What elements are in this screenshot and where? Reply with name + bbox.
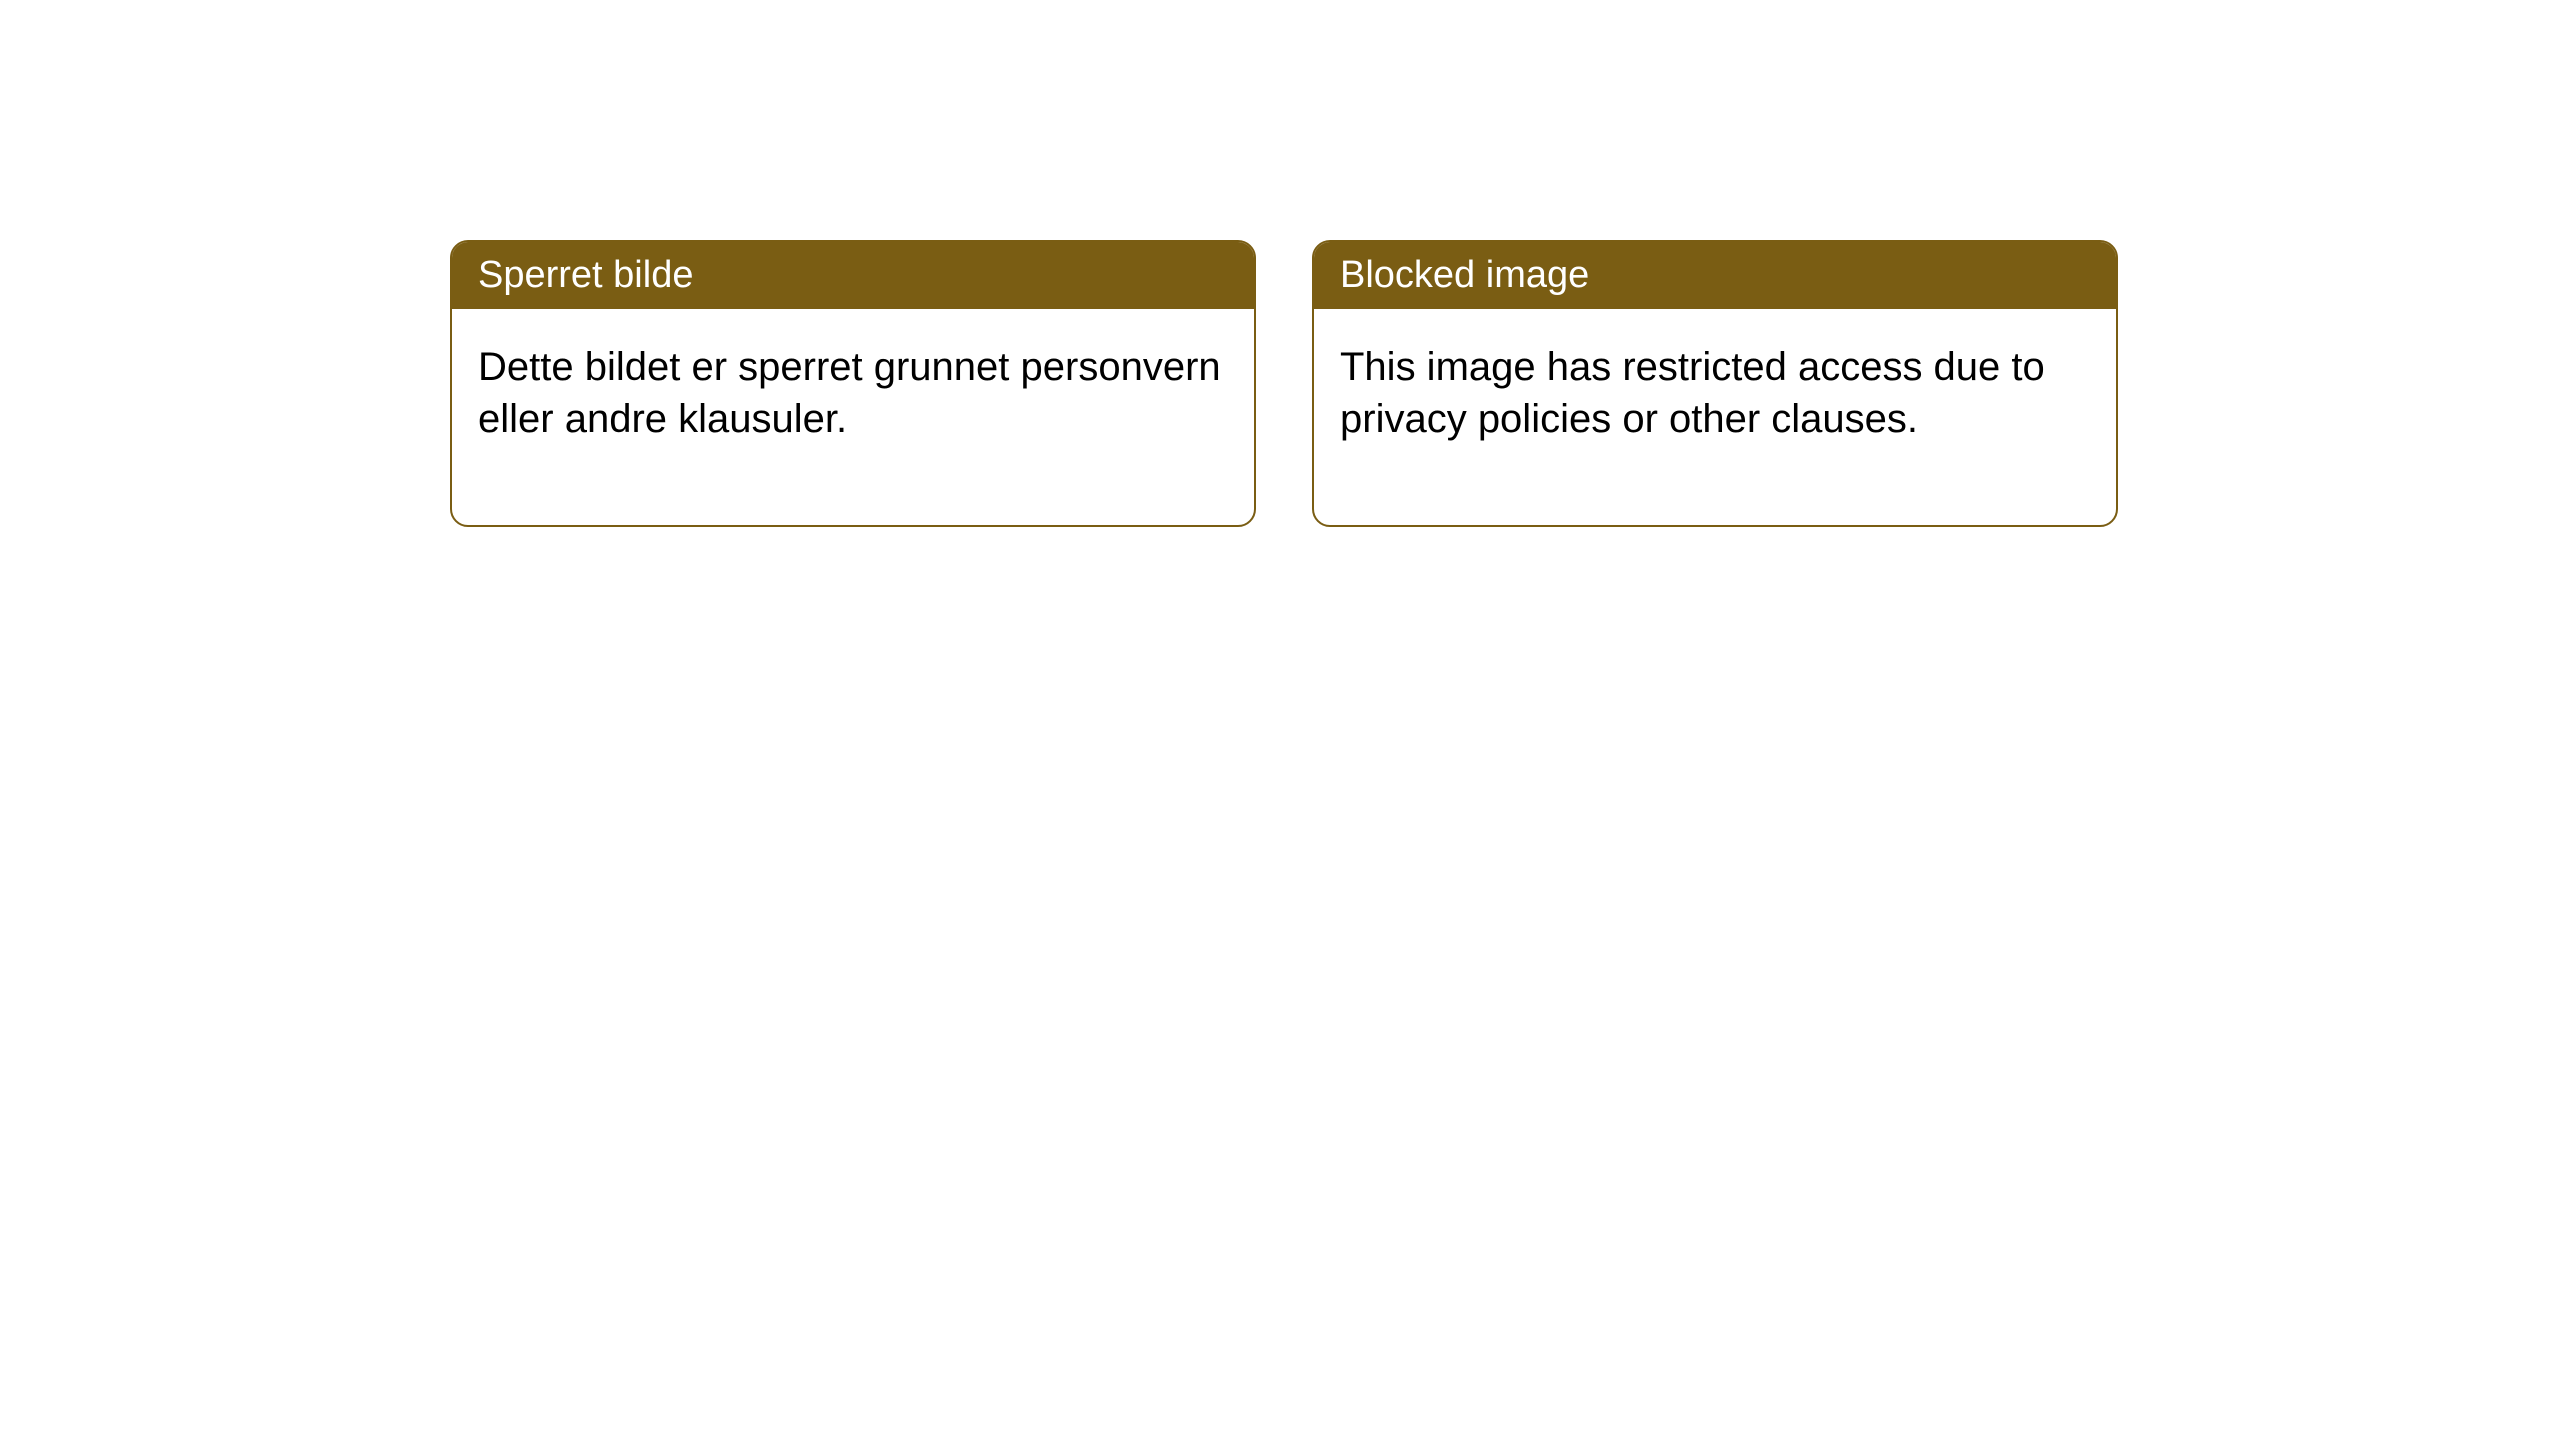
blocked-image-card-norwegian: Sperret bilde Dette bildet er sperret gr… <box>450 240 1256 527</box>
card-body-message: Dette bildet er sperret grunnet personve… <box>452 309 1254 525</box>
notice-container: Sperret bilde Dette bildet er sperret gr… <box>450 240 2118 527</box>
card-header-title: Sperret bilde <box>452 242 1254 309</box>
card-body-message: This image has restricted access due to … <box>1314 309 2116 525</box>
blocked-image-card-english: Blocked image This image has restricted … <box>1312 240 2118 527</box>
card-header-title: Blocked image <box>1314 242 2116 309</box>
